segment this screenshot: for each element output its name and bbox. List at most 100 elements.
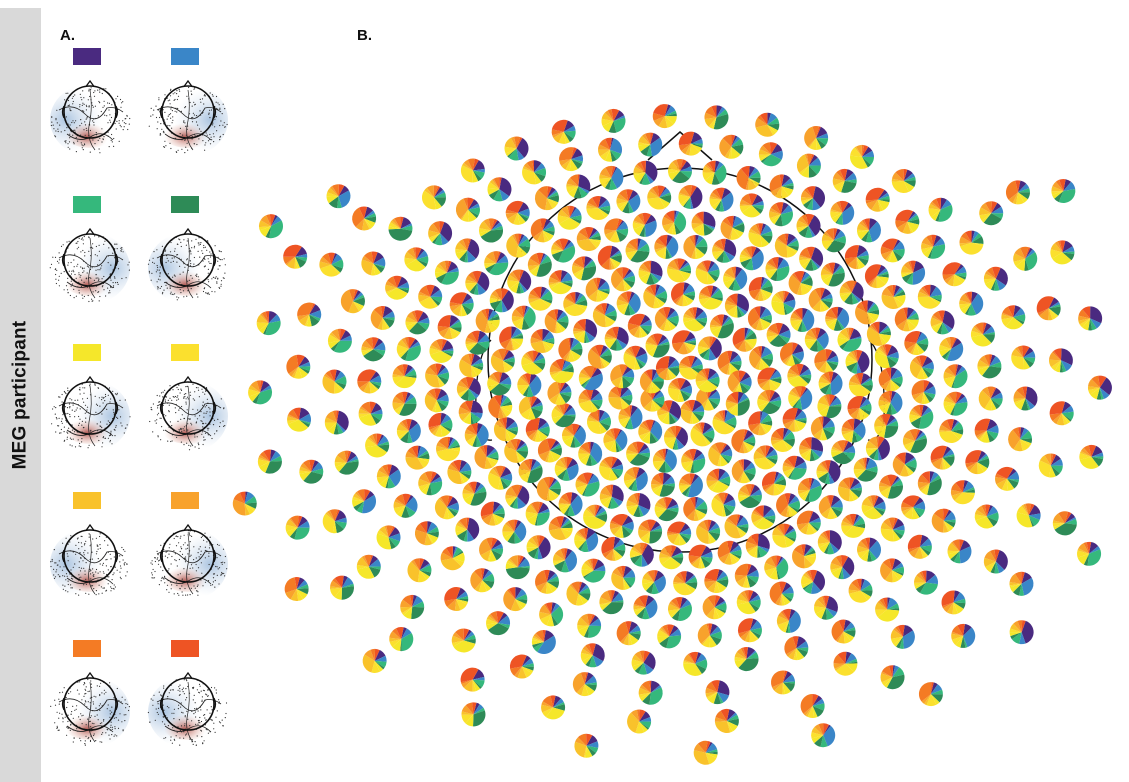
sensor-pie [800,186,826,211]
sensor-pie [400,594,425,619]
sensor-pie [782,455,807,480]
sensor-pie [749,346,774,371]
sensor-pie [470,568,495,593]
participant-label-text: MEG participant [9,320,31,470]
sensor-pie [1036,296,1061,321]
sensor-pie [638,419,663,444]
sensor-pie [356,554,381,579]
sensor-pie [1009,571,1034,596]
sensor-pie [376,464,401,489]
sensor-pie [581,558,606,583]
sensor-pie [625,238,650,263]
sensor-pie [751,505,776,530]
sensor-pie [531,629,556,655]
sensor-pie [881,284,906,310]
sensor-pie [527,252,552,277]
sensor-pie [983,549,1008,574]
sensor-pie [530,218,555,243]
sensor-pie [626,441,651,466]
sensor-pie [370,305,395,330]
sensor-pie [901,495,926,520]
sensor-pie [712,238,737,263]
sensor-pie [1050,240,1075,265]
sensor-pie [405,445,430,470]
sensor-pie [322,509,347,534]
sensor-pie [983,266,1008,291]
topomap-red-orange-svg [147,640,228,748]
sensor-pie [285,515,310,540]
sensor-pie [608,385,633,410]
sensor-pie [731,429,756,454]
sensor-pie [930,445,955,470]
sensor-pie [340,289,365,314]
sensor-pie [499,326,524,351]
sensor-pie [456,376,481,401]
topomap-yellow1-swatch [73,344,101,361]
sensor-pie [817,394,842,419]
sensor-pie [361,251,386,276]
sensor-pie [392,364,417,389]
sensor-pie [1008,427,1033,452]
sensor-pie [853,457,878,482]
sensor-pie [825,306,850,331]
sensor-pie [638,132,663,157]
sensor-pie [627,313,652,338]
sensor-pie [979,201,1004,226]
sensor-pie [558,492,583,517]
sensor-pie [711,492,736,517]
sensor-pie [557,205,582,230]
sensor-pie [737,618,762,643]
sensor-pie [769,581,794,606]
sensor-pie [459,353,484,378]
sensor-pie [818,371,843,396]
sensor-pie [830,200,855,225]
sensor-pie [535,569,560,594]
sensor-pie [376,525,401,550]
sensor-pie [1052,511,1077,536]
sensor-pie [943,391,968,416]
sensor-pie [580,643,605,668]
sensor-pie [396,336,421,362]
sensor-pie [774,233,799,258]
sensor-pie [330,575,355,600]
sensor-pie [616,189,641,214]
sensor-pie [604,218,629,243]
sensor-pie [525,417,550,442]
sensor-pie [709,187,734,212]
sensor-pie [850,144,875,169]
sensor-pie [1016,503,1041,528]
sensor-pie [326,184,351,209]
sensor-pie [503,587,528,612]
topomap-mint-head [49,227,130,304]
sensor-pie [770,670,796,695]
sensor-pie [489,288,514,313]
sensor-pie [844,245,869,270]
sensor-pie [800,693,825,719]
sensor-pie [334,450,359,475]
sensor-pie [796,510,821,535]
sensor-pie [299,459,324,484]
sensor-pie [487,177,512,202]
topomap-yellow2-swatch [171,344,199,361]
sensor-pie [683,307,708,332]
sensor-pie [745,533,770,558]
sensor-pie [724,293,749,318]
sensor-pie [880,558,905,583]
panel-a-letter: A. [60,27,75,44]
sensor-pie [755,112,780,137]
sensor-pie [444,587,469,611]
sensor-pie [757,367,782,392]
sensor-pie [683,496,708,521]
sensor-pie [918,682,943,707]
sensor-pie [647,185,672,210]
sensor-pie [451,628,476,653]
sensor-pie [548,516,573,541]
sensor-pie [547,381,572,406]
sensor-pie [1013,246,1038,271]
sensor-pie [475,308,500,333]
sensor-pie [696,386,721,411]
sensor-pie [866,321,891,346]
sensor-pie [522,160,547,185]
sensor-pie [418,284,443,309]
sensor-pie [792,544,817,569]
